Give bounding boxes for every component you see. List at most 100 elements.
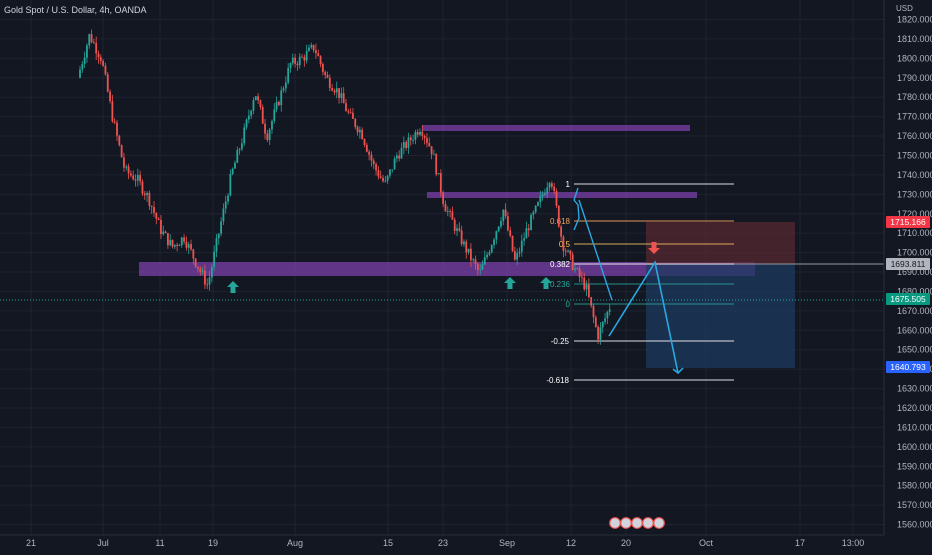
candle — [449, 208, 451, 218]
event-flag-icon[interactable] — [620, 517, 632, 529]
candle — [278, 100, 280, 107]
candle — [398, 150, 401, 162]
candle-body — [502, 209, 505, 222]
candle — [229, 169, 232, 197]
candle-body — [155, 212, 158, 219]
candle-body — [599, 327, 602, 340]
candle — [599, 322, 602, 345]
candle — [259, 99, 262, 110]
candle — [215, 233, 218, 258]
candle-body — [271, 120, 273, 130]
candle — [236, 146, 239, 163]
event-flag-icon[interactable] — [631, 517, 643, 529]
candle — [439, 169, 442, 197]
candle-body — [88, 34, 91, 46]
candle — [171, 239, 174, 249]
candle — [120, 144, 123, 158]
candle — [247, 109, 250, 124]
candle — [402, 136, 405, 155]
candle-body — [421, 131, 424, 136]
candlestick-series — [79, 29, 611, 345]
candle-body — [231, 168, 234, 174]
time-tick-label: 19 — [208, 538, 218, 548]
candle — [104, 62, 107, 76]
price-tick-label: 1610.000 — [897, 422, 932, 432]
candle — [370, 151, 373, 167]
projected-move-line[interactable] — [608, 260, 679, 374]
event-flag-icon[interactable] — [653, 517, 665, 529]
candle-body — [289, 63, 292, 69]
candle-body — [229, 173, 232, 196]
price-tick-label: 1620.000 — [897, 403, 932, 413]
price-axis[interactable] — [884, 0, 932, 550]
candle — [442, 190, 445, 208]
candle — [308, 44, 310, 52]
candle — [150, 205, 153, 214]
candle-body — [132, 175, 135, 180]
candle — [555, 188, 558, 208]
time-tick-label: 13:00 — [842, 538, 865, 548]
time-axis[interactable] — [0, 535, 884, 550]
candle — [513, 246, 516, 261]
candle — [298, 53, 301, 69]
candle — [289, 62, 292, 73]
fib-level-label: 0.236 — [550, 280, 571, 289]
candle-body — [291, 57, 294, 64]
price-tick-label: 1710.000 — [897, 228, 932, 238]
candle — [553, 182, 556, 195]
candle-body — [375, 164, 377, 171]
candle — [379, 170, 382, 179]
candle — [111, 94, 114, 123]
candle-body — [544, 193, 546, 195]
supply-demand-zone[interactable] — [422, 125, 690, 131]
candle — [368, 149, 371, 161]
candle — [356, 125, 359, 136]
price-tick-label: 1750.000 — [897, 150, 932, 160]
candle-body — [113, 121, 116, 123]
projection-path[interactable] — [573, 187, 684, 375]
candle-body — [564, 250, 567, 252]
candle — [169, 234, 172, 247]
candle — [266, 129, 269, 142]
candle-body — [511, 235, 514, 252]
candle — [208, 270, 211, 291]
candle — [146, 191, 148, 202]
candle-body — [377, 170, 380, 177]
event-flag-icon[interactable] — [642, 517, 654, 529]
take-profit-zone[interactable] — [646, 264, 795, 368]
candle-body — [125, 166, 128, 168]
supply-demand-zone[interactable] — [427, 192, 697, 198]
candle-body — [102, 60, 105, 66]
drawn-wave-line — [578, 199, 613, 301]
event-flag-icon[interactable] — [609, 517, 621, 529]
event-flags[interactable] — [609, 517, 665, 529]
candle — [347, 108, 350, 115]
candle-body — [183, 237, 185, 242]
stop-loss-zone[interactable] — [646, 222, 795, 264]
candle-body — [176, 244, 179, 246]
candle — [465, 239, 468, 259]
candle — [206, 278, 209, 290]
candle-body — [432, 154, 435, 155]
candle-body — [416, 132, 419, 135]
candle — [180, 236, 183, 248]
candle — [377, 166, 380, 180]
candle-body — [178, 245, 181, 246]
candle-body — [592, 305, 595, 318]
short-position-tool[interactable] — [0, 222, 884, 368]
fib-level-label: -0.25 — [551, 337, 570, 346]
candle — [312, 44, 315, 53]
candle — [421, 125, 424, 141]
candle-body — [303, 57, 306, 61]
fib-level-label: 1 — [566, 180, 571, 189]
candle-body — [296, 63, 299, 66]
candle — [238, 147, 241, 155]
candle-body — [495, 231, 498, 240]
candle — [166, 232, 169, 249]
candle-body — [106, 74, 109, 92]
candle — [544, 188, 546, 196]
candle — [109, 89, 111, 104]
candle — [271, 119, 273, 134]
